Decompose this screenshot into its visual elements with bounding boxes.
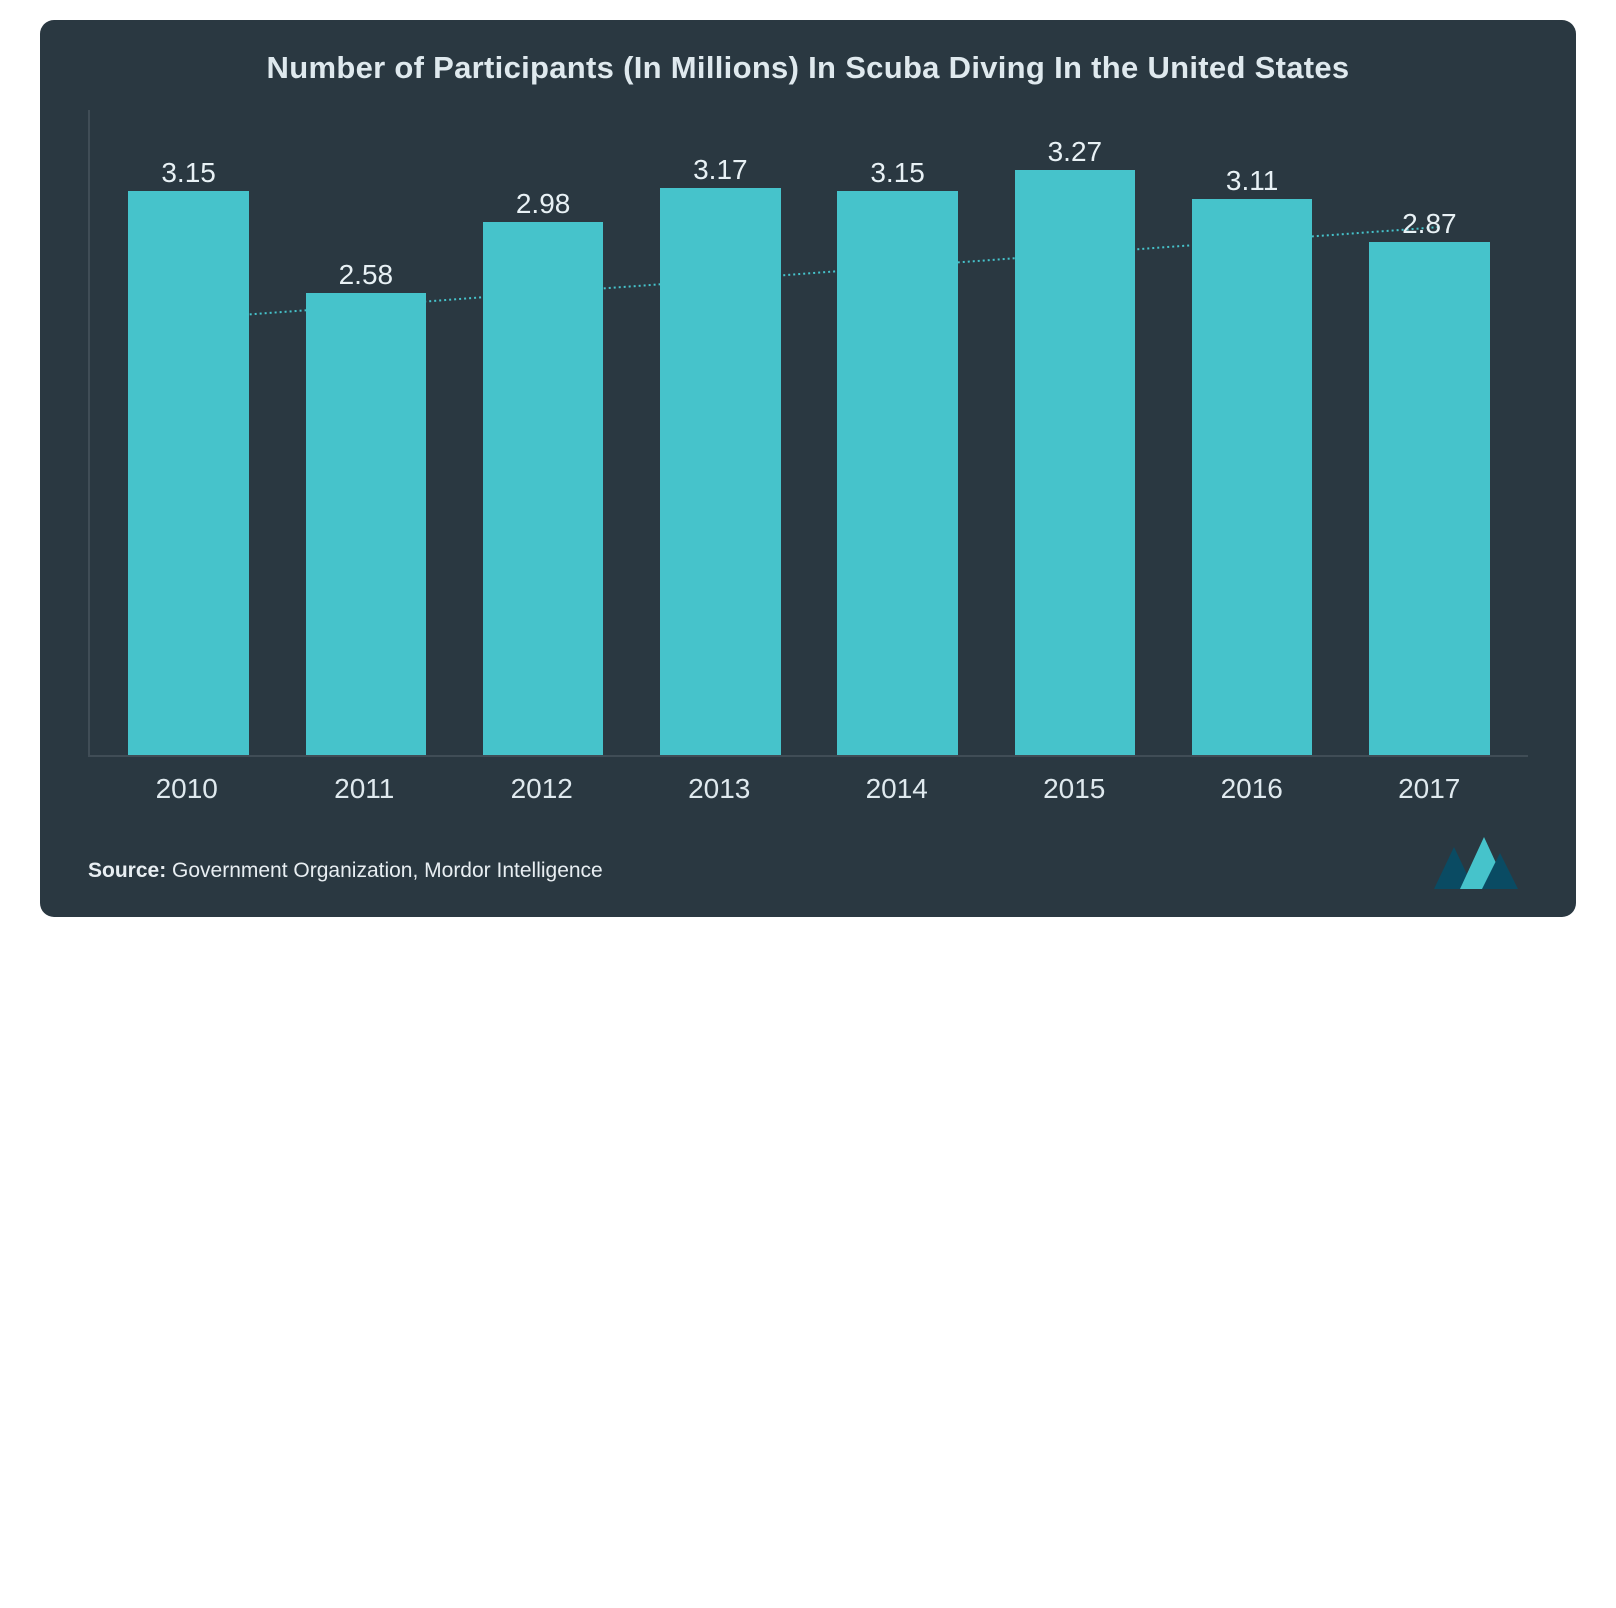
bar-value-label: 3.15: [870, 157, 925, 189]
bar-value-label: 2.58: [339, 259, 394, 291]
bar-value-label: 3.11: [1226, 165, 1278, 197]
bar: 3.27: [1015, 170, 1136, 755]
bars-wrap: 3.15 2.58 2.98 3.17 3.15 3.27 3.11 2.87: [90, 170, 1528, 755]
plot-area: 3.15 2.58 2.98 3.17 3.15 3.27 3.11 2.87: [88, 110, 1528, 757]
bar-slot: 2.98: [455, 170, 632, 755]
bar: 3.11: [1192, 199, 1313, 755]
bar: 2.98: [483, 222, 604, 755]
bar-slot: 2.87: [1341, 170, 1518, 755]
x-axis-label: 2016: [1163, 763, 1341, 807]
bar: 3.15: [837, 191, 958, 755]
bar-value-label: 3.27: [1048, 136, 1103, 168]
x-axis-label: 2012: [453, 763, 631, 807]
x-axis-label: 2014: [808, 763, 986, 807]
x-axis-label: 2011: [276, 763, 454, 807]
bar-value-label: 3.15: [161, 157, 216, 189]
bar-slot: 3.15: [809, 170, 986, 755]
chart-container: Number of Participants (In Millions) In …: [40, 20, 1576, 917]
bar-slot: 3.15: [100, 170, 277, 755]
bar: 2.87: [1369, 242, 1490, 755]
x-axis: 20102011201220132014201520162017: [88, 763, 1528, 807]
bar-slot: 2.58: [277, 170, 454, 755]
source-text: Government Organization, Mordor Intellig…: [166, 859, 603, 882]
x-axis-label: 2010: [98, 763, 276, 807]
bar: 3.17: [660, 188, 781, 755]
x-axis-label: 2015: [986, 763, 1164, 807]
chart-title: Number of Participants (In Millions) In …: [40, 50, 1576, 86]
x-axis-label: 2017: [1341, 763, 1519, 807]
bar-slot: 3.27: [986, 170, 1163, 755]
bar-slot: 3.17: [632, 170, 809, 755]
bar: 3.15: [128, 191, 249, 755]
bar-slot: 3.11: [1164, 170, 1341, 755]
bar-value-label: 2.87: [1402, 208, 1457, 240]
bar: 2.58: [306, 293, 427, 755]
x-axis-label: 2013: [631, 763, 809, 807]
bar-value-label: 2.98: [516, 188, 571, 220]
source-label: Source:: [88, 859, 166, 882]
source-attribution: Source: Government Organization, Mordor …: [88, 859, 603, 883]
bar-value-label: 3.17: [693, 154, 748, 186]
mordor-logo-icon: [1434, 833, 1518, 889]
